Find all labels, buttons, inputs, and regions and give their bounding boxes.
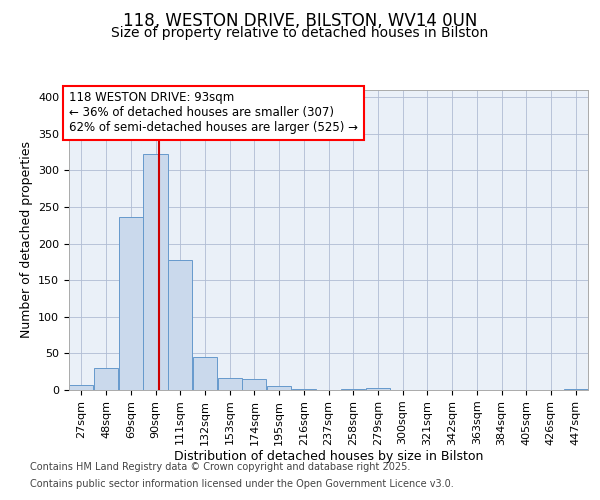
Bar — [218, 378, 242, 390]
X-axis label: Distribution of detached houses by size in Bilston: Distribution of detached houses by size … — [174, 450, 483, 464]
Text: Contains public sector information licensed under the Open Government Licence v3: Contains public sector information licen… — [30, 479, 454, 489]
Bar — [366, 388, 390, 390]
Bar — [94, 368, 118, 390]
Bar — [69, 385, 94, 390]
Bar — [119, 216, 143, 390]
Text: 118 WESTON DRIVE: 93sqm
← 36% of detached houses are smaller (307)
62% of semi-d: 118 WESTON DRIVE: 93sqm ← 36% of detache… — [69, 92, 358, 134]
Text: 118, WESTON DRIVE, BILSTON, WV14 0UN: 118, WESTON DRIVE, BILSTON, WV14 0UN — [123, 12, 477, 30]
Bar — [143, 154, 167, 390]
Text: Contains HM Land Registry data © Crown copyright and database right 2025.: Contains HM Land Registry data © Crown c… — [30, 462, 410, 472]
Y-axis label: Number of detached properties: Number of detached properties — [20, 142, 32, 338]
Bar — [267, 386, 291, 390]
Bar — [242, 379, 266, 390]
Bar — [168, 260, 193, 390]
Text: Size of property relative to detached houses in Bilston: Size of property relative to detached ho… — [112, 26, 488, 40]
Bar — [193, 357, 217, 390]
